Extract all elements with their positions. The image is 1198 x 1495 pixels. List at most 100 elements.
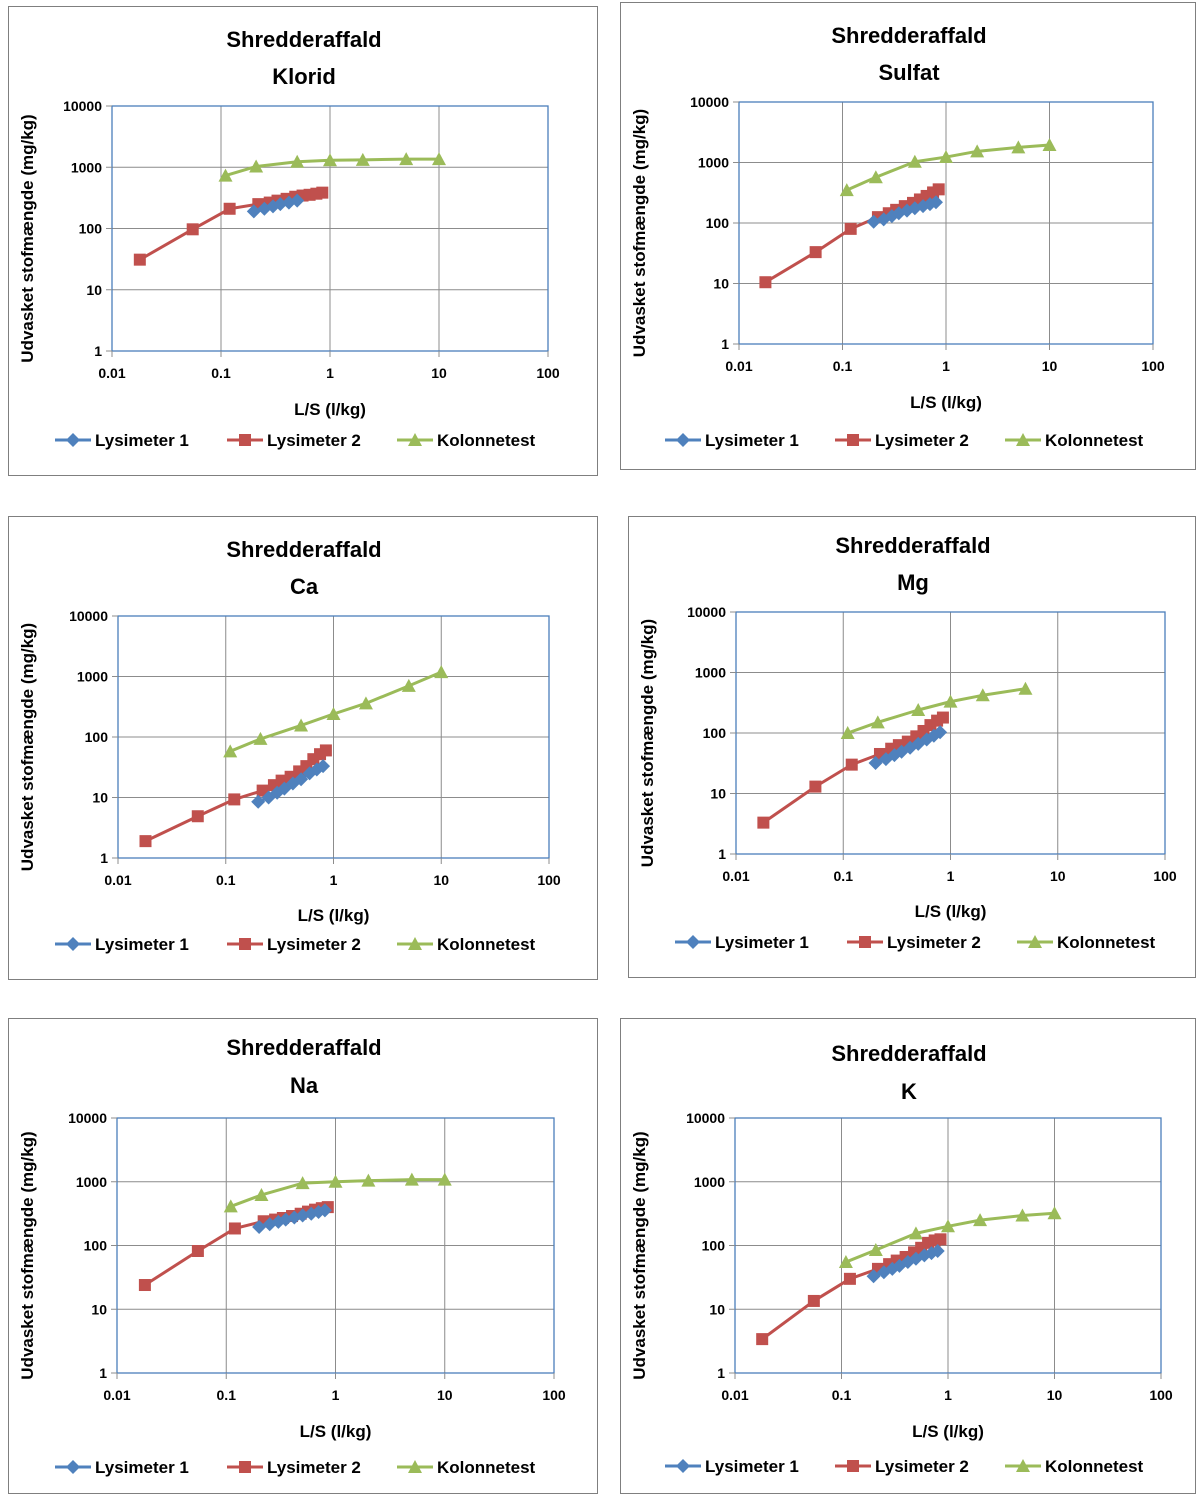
- x-tick-label: 0.01: [721, 1387, 748, 1403]
- y-tick-label: 1000: [77, 669, 108, 685]
- data-point: [809, 780, 822, 793]
- series-line: [847, 687, 1026, 735]
- legend-item: Lysimeter 2: [227, 935, 361, 954]
- chart-panel-ca: Shredderaffald Ca 0.01 0.1 1 10 100 1 10 100 1000 1…: [8, 516, 598, 980]
- x-axis-label: L/S (l/kg): [910, 393, 982, 412]
- series-diamond: [866, 1243, 945, 1284]
- data-point: [973, 1213, 988, 1227]
- data-point: [304, 1206, 319, 1221]
- y-tick-label: 10000: [63, 98, 102, 114]
- y-tick-label: 10: [86, 282, 102, 298]
- legend-marker: [1016, 433, 1030, 446]
- legend-marker: [1016, 1459, 1030, 1472]
- legend-marker: [66, 937, 80, 951]
- data-point: [868, 755, 883, 770]
- data-point: [358, 696, 373, 710]
- data-point: [278, 1212, 293, 1227]
- y-axis-label: Udvasket stofmængde (mg/kg): [630, 1131, 649, 1379]
- legend-label: Lysimeter 2: [875, 431, 969, 450]
- chart-panel-k: Shredderaffald K 0.01 0.1 1 10 100 1 10 100 1000 10…: [620, 1018, 1196, 1494]
- x-tick-label: 100: [1153, 868, 1177, 884]
- x-axis-label: L/S (l/kg): [298, 906, 370, 925]
- data-point: [878, 752, 893, 767]
- legend-label: Lysimeter 2: [267, 1458, 361, 1477]
- data-point: [437, 1172, 452, 1186]
- legend-label: Kolonnetest: [1045, 1457, 1144, 1476]
- data-point: [294, 718, 309, 732]
- y-tick-label: 1000: [694, 1174, 725, 1190]
- data-point: [866, 1269, 881, 1284]
- x-tick-label: 1: [330, 872, 338, 888]
- chart-title: Shredderaffald: [226, 1035, 381, 1060]
- data-point: [868, 1242, 883, 1256]
- legend-item: Kolonnetest: [397, 1458, 536, 1477]
- legend-item: Lysimeter 2: [835, 1457, 969, 1476]
- data-point: [756, 1333, 769, 1346]
- chart-svg: Shredderaffald K 0.01 0.1 1 10 100 1 10 100 1000 10…: [630, 1041, 1173, 1476]
- data-point: [273, 197, 288, 212]
- x-tick-label: 0.01: [722, 868, 749, 884]
- data-point: [294, 772, 309, 787]
- chart-panel-klorid: Shredderaffald Klorid 0.01 0.1 1 10 100 1 10 100 1…: [8, 6, 598, 476]
- y-tick-label: 10000: [68, 1110, 107, 1126]
- y-tick-label: 1: [718, 846, 726, 862]
- chart-subtitle: Mg: [897, 570, 929, 595]
- legend-item: Lysimeter 1: [55, 935, 189, 954]
- data-point: [884, 209, 899, 224]
- data-point: [932, 183, 945, 196]
- y-tick-label: 10000: [687, 604, 726, 620]
- legend-item: Kolonnetest: [1005, 1457, 1144, 1476]
- legend-marker: [859, 936, 871, 948]
- chart-subtitle: K: [901, 1079, 917, 1104]
- x-tick-label: 0.01: [104, 872, 131, 888]
- legend-label: Lysimeter 1: [705, 431, 799, 450]
- legend-label: Lysimeter 1: [715, 933, 809, 952]
- data-point: [1011, 140, 1026, 154]
- data-point: [1018, 681, 1033, 695]
- data-point: [432, 152, 446, 166]
- series-diamond: [251, 759, 331, 809]
- legend-label: Kolonnetest: [1057, 933, 1156, 952]
- x-tick-label: 0.1: [217, 1387, 237, 1403]
- legend-marker: [239, 1461, 251, 1473]
- chart-svg: Shredderaffald Mg 0.01 0.1 1 10 100 1 10 100 1000 1…: [638, 533, 1177, 952]
- data-point: [903, 740, 918, 755]
- data-point: [930, 1243, 945, 1258]
- data-point: [139, 835, 152, 848]
- chart-svg: Shredderaffald Na 0.01 0.1 1 10 100 1 10 100 1000 1…: [18, 1035, 566, 1477]
- data-point: [319, 744, 332, 757]
- data-point: [939, 150, 953, 164]
- data-point: [845, 758, 858, 771]
- legend-label: Lysimeter 1: [95, 935, 189, 954]
- legend-label: Lysimeter 2: [267, 431, 361, 450]
- y-tick-label: 10: [91, 1301, 107, 1317]
- data-point: [844, 222, 857, 235]
- series-diamond: [868, 725, 948, 770]
- x-tick-label: 1: [947, 868, 955, 884]
- series-square: [139, 744, 332, 848]
- data-point: [1015, 1208, 1030, 1222]
- legend-label: Lysimeter 2: [875, 1457, 969, 1476]
- legend-item: Kolonnetest: [1017, 933, 1156, 952]
- legend-label: Kolonnetest: [437, 935, 536, 954]
- data-point: [316, 759, 331, 774]
- data-point: [916, 199, 931, 214]
- data-point: [926, 728, 941, 743]
- legend-label: Lysimeter 2: [267, 935, 361, 954]
- y-tick-label: 1: [717, 1365, 725, 1381]
- data-point: [936, 711, 949, 724]
- legend-marker: [847, 1460, 859, 1472]
- x-tick-label: 0.1: [834, 868, 854, 884]
- legend-marker: [847, 434, 859, 446]
- data-point: [911, 702, 926, 716]
- chart-subtitle: Na: [290, 1073, 319, 1098]
- data-point: [254, 1187, 269, 1201]
- series-diamond: [246, 193, 305, 219]
- legend-label: Lysimeter 1: [705, 1457, 799, 1476]
- x-axis-label: L/S (l/kg): [912, 1422, 984, 1441]
- y-tick-label: 100: [79, 221, 103, 237]
- y-tick-label: 1000: [71, 159, 102, 175]
- series-triangle: [840, 681, 1033, 739]
- series-triangle: [218, 152, 446, 182]
- chart-subtitle: Sulfat: [878, 60, 940, 85]
